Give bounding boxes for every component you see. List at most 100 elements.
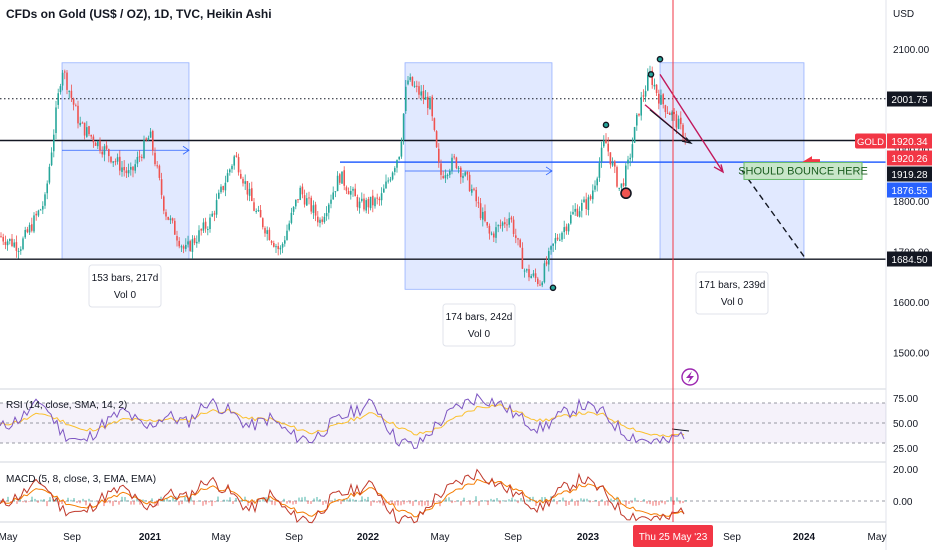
candle [596,178,598,186]
symbol-tag-label: GOLD [857,137,884,148]
candle [6,241,9,246]
candle [407,80,409,85]
macd-histogram-bar [559,500,561,502]
candle [413,85,416,87]
macd-histogram-bar [340,501,342,505]
candle [581,202,583,211]
candle [189,241,191,251]
time-axis[interactable]: May Sep 2021 May Sep 2022 May Sep 2023 May Thu 25 … [0,525,886,547]
macd-pane[interactable] [0,468,886,525]
candle [222,186,224,190]
candle [387,180,389,182]
candle [317,216,319,223]
macd-histogram-bar [223,499,225,502]
candle [33,215,35,232]
candle [424,96,427,100]
candle [262,218,264,228]
x-tick-label: Sep [723,532,741,543]
candle [301,186,304,195]
candle [336,175,339,192]
candle [589,196,592,199]
macd-histogram-bar [475,496,477,502]
candle [290,212,293,223]
candle [48,166,51,183]
candle [61,72,64,86]
candle [28,224,31,233]
candle [394,168,396,172]
candle [158,165,161,178]
candle [20,249,22,251]
candle [312,205,315,213]
candle [50,152,53,166]
macd-histogram-bar [388,501,390,505]
macd-histogram-bar [361,496,363,502]
candle [231,165,233,170]
macd-histogram-bar [601,499,603,502]
candle [347,190,350,195]
y-tick-label: 1800.00 [893,197,930,208]
candle [673,112,675,115]
macd-histogram-bar [79,501,81,504]
candle [237,157,240,173]
macd-histogram-bar [343,498,345,502]
candle [367,199,370,208]
candle [532,273,535,276]
candle [378,198,381,201]
macd-histogram-bar [142,499,144,502]
candle [460,167,462,178]
candle [583,199,585,203]
candle [636,114,638,126]
candle [548,251,550,265]
macd-histogram-bar [31,496,33,502]
price-tag-label: 1876.55 [891,186,928,197]
lightning-icon[interactable] [681,368,699,386]
macd-histogram-bar [7,496,9,502]
macd-histogram-bar [160,496,162,502]
candle [666,112,669,114]
candle [660,95,662,105]
decline-arrowhead [681,137,693,145]
candle [622,183,625,186]
rsi-pane[interactable] [0,392,886,450]
candle [110,156,112,163]
bounce-note: SHOULD BOUNCE HERE [738,161,868,180]
macd-histogram-bar [472,501,474,503]
range-stats-box [695,271,769,315]
candles [0,65,686,288]
macd-histogram-bar [349,498,351,502]
candle [664,105,667,113]
swing-low-marker [620,187,632,200]
x-tick-label: Sep [504,532,522,543]
macd-histogram-bar [91,500,93,502]
macd-histogram-bar [247,501,249,506]
macd-histogram-bar [610,498,612,502]
candle [607,143,609,152]
candle [662,94,664,105]
candle [647,75,649,91]
price-tag-label: 1919.28 [891,170,928,181]
macd-histogram-bar [403,501,405,505]
macd-histogram-bar [670,496,672,502]
candle [138,156,141,158]
candle [176,236,178,241]
candle [101,151,103,155]
candle [114,161,117,163]
macd-histogram-bar [214,501,216,503]
candle [543,263,546,283]
range-vol-label: Vol 0 [114,290,137,301]
price-axis[interactable]: 2100.002000.001900.001800.001700.001600.… [855,45,932,508]
candle [462,175,464,179]
macd-histogram-bar [577,501,579,506]
candle [215,200,218,215]
candle [211,213,213,217]
candle [169,218,172,221]
macd-histogram-bar [307,501,309,504]
candle [653,84,656,87]
macd-histogram-bar [73,498,75,502]
currency-label: USD [893,9,914,20]
price-tag [887,166,932,182]
candle [134,164,136,171]
macd-histogram-bar [133,501,135,505]
candle [361,198,363,201]
